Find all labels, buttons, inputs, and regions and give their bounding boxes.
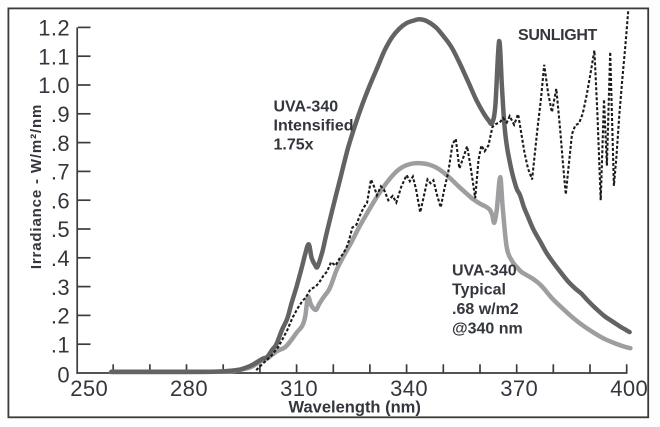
svg-text:.68 w/m2: .68 w/m2 bbox=[452, 301, 519, 318]
svg-text:UVA-340: UVA-340 bbox=[274, 99, 339, 116]
svg-text:1.1: 1.1 bbox=[38, 44, 70, 69]
svg-text:.6: .6 bbox=[51, 188, 70, 213]
svg-text:.9: .9 bbox=[51, 102, 70, 127]
svg-text:.3: .3 bbox=[51, 275, 70, 300]
svg-text:Irradiance - W/m²/nm: Irradiance - W/m²/nm bbox=[28, 104, 45, 269]
svg-text:Intensified: Intensified bbox=[274, 118, 354, 135]
svg-text:0: 0 bbox=[57, 363, 70, 388]
svg-text:340: 340 bbox=[390, 376, 428, 401]
svg-text:UVA-340: UVA-340 bbox=[452, 262, 517, 279]
svg-text:280: 280 bbox=[170, 376, 208, 401]
svg-text:370: 370 bbox=[500, 376, 538, 401]
svg-text:1.2: 1.2 bbox=[38, 16, 70, 41]
svg-text:310: 310 bbox=[280, 376, 318, 401]
svg-text:.8: .8 bbox=[51, 131, 70, 156]
svg-text:SUNLIGHT: SUNLIGHT bbox=[518, 27, 598, 44]
svg-text:@340 nm: @340 nm bbox=[452, 320, 523, 337]
svg-text:Wavelength (nm): Wavelength (nm) bbox=[289, 399, 421, 417]
svg-text:250: 250 bbox=[70, 376, 108, 401]
svg-text:.1: .1 bbox=[51, 332, 70, 357]
svg-text:.7: .7 bbox=[51, 160, 70, 185]
svg-text:1.0: 1.0 bbox=[38, 73, 70, 98]
svg-text:.2: .2 bbox=[51, 304, 70, 329]
svg-text:1.75x: 1.75x bbox=[274, 137, 314, 154]
svg-text:400: 400 bbox=[610, 376, 648, 401]
svg-text:.5: .5 bbox=[51, 217, 70, 242]
svg-text:.4: .4 bbox=[51, 246, 70, 271]
svg-text:Typical: Typical bbox=[452, 282, 506, 299]
